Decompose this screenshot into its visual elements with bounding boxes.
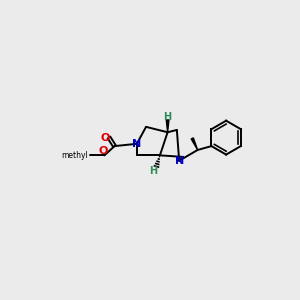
Text: H: H (164, 112, 172, 122)
Text: O: O (98, 146, 108, 157)
Text: H: H (149, 166, 157, 176)
Polygon shape (191, 138, 198, 150)
Text: methyl: methyl (61, 151, 88, 160)
Polygon shape (166, 120, 169, 132)
Text: N: N (132, 139, 141, 149)
Text: N: N (175, 156, 184, 166)
Text: O: O (100, 133, 110, 142)
